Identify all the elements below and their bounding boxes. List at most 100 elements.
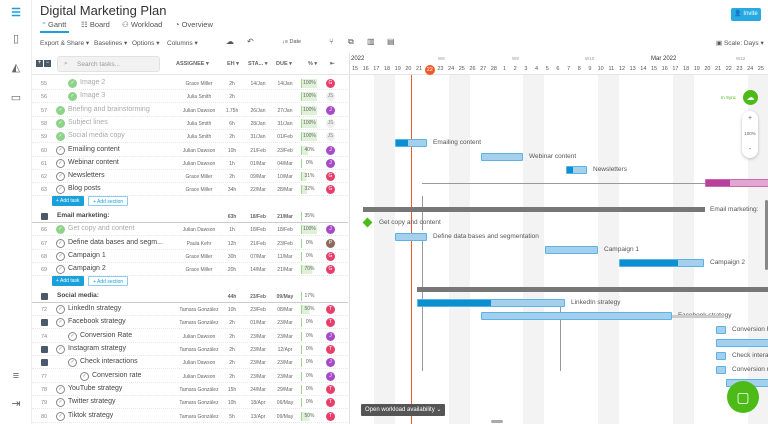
progress-percent[interactable]: 100% (301, 225, 317, 235)
table-row[interactable]: 78 ✓ YouTube strategy Tamara González 15… (32, 383, 348, 396)
due-date[interactable]: 10/Mar (277, 174, 293, 181)
chat-icon[interactable]: ▢ (727, 381, 759, 413)
progress-percent[interactable]: 0% (301, 345, 317, 354)
progress-percent[interactable]: 0% (301, 318, 317, 328)
document-icon[interactable]: ▯ (12, 33, 20, 45)
task-name[interactable]: Twitter strategy (68, 398, 116, 406)
start-date[interactable]: 13/Apr (250, 413, 266, 420)
avatar[interactable]: JS (326, 92, 335, 102)
estimated-hours[interactable]: 2h (229, 373, 235, 380)
complete-checkbox[interactable]: ✓ (80, 371, 89, 381)
assignee[interactable]: Tamara González (179, 386, 219, 393)
complete-checkbox[interactable]: ✓ (56, 384, 65, 394)
table-row[interactable]: 79 ✓ Twitter strategy Tamara González 10… (32, 396, 348, 410)
task-bar[interactable] (417, 299, 565, 307)
column-due[interactable]: DUE ▾ (276, 61, 292, 67)
start-date[interactable]: 21/Feb (250, 240, 266, 247)
task-bar[interactable] (545, 246, 598, 254)
complete-checkbox[interactable]: ✓ (56, 398, 65, 408)
task-name[interactable]: Image 2 (80, 79, 106, 86)
progress-percent[interactable]: 0% (301, 158, 317, 168)
assignee[interactable]: Julian Dawson (182, 160, 216, 167)
assignee[interactable]: Julian Dawson (182, 360, 216, 367)
progress-percent[interactable]: 100% (301, 118, 317, 128)
start-date[interactable]: 18/Feb (250, 227, 266, 234)
column-assignee[interactable]: ASSIGNEE ▾ (176, 61, 209, 67)
progress-percent[interactable]: 100% (301, 92, 317, 102)
task-name[interactable]: Subject lines (68, 118, 108, 126)
progress-percent[interactable]: 32% (301, 185, 317, 195)
table-row[interactable]: ✓ Facebook strategy Tamara González 2h 0… (32, 316, 348, 330)
estimated-hours[interactable]: 1.75h (225, 107, 239, 114)
due-date[interactable]: 23/Mar (277, 333, 293, 340)
task-name[interactable]: Check interactions (80, 358, 138, 366)
task-name[interactable]: YouTube strategy (68, 384, 123, 392)
collapse-all-button[interactable]: − (44, 60, 51, 67)
estimated-hours[interactable]: 30h (227, 253, 237, 260)
contacts-icon[interactable]: ▭ (10, 92, 22, 104)
complete-checkbox[interactable]: ✓ (68, 92, 77, 102)
section-row[interactable]: Social media: 44h 23/Feb 09/May 17% (32, 290, 348, 303)
complete-checkbox[interactable]: ✓ (56, 318, 65, 328)
due-date[interactable]: 27/Jan (277, 107, 293, 114)
table-row[interactable]: 57 ✓ Briefing and brainstorming Julian D… (32, 104, 348, 117)
estimated-hours[interactable]: 10h (227, 147, 237, 154)
table-row[interactable]: 59 ✓ Social media copy Julia Smith 2h 31… (32, 130, 348, 144)
table-row[interactable]: 60 ✓ Emailing content Julian Dawson 10h … (32, 144, 348, 157)
tab-board[interactable]: ☷ Board (81, 20, 110, 29)
start-date[interactable]: 07/Mar (250, 253, 266, 260)
complete-checkbox[interactable]: ✓ (56, 345, 65, 354)
complete-checkbox[interactable]: ✓ (56, 145, 65, 155)
complete-checkbox[interactable]: ✓ (56, 411, 65, 421)
estimated-hours[interactable]: 1h (229, 160, 235, 167)
due-date[interactable]: 08/Mar (277, 307, 293, 314)
avatar[interactable]: JS (326, 118, 335, 128)
estimated-hours[interactable]: 20h (227, 267, 237, 274)
assignee[interactable]: Grace Miller (185, 81, 213, 87)
calendar-icon[interactable]: ▤ (387, 37, 395, 46)
column-percent[interactable]: % ▾ (308, 61, 318, 67)
estimated-hours[interactable]: 2h (229, 360, 235, 367)
assignee[interactable]: Grace Miller (185, 187, 213, 194)
task-name[interactable]: Campaign 2 (68, 265, 106, 273)
due-date[interactable]: 23/Mar (277, 360, 293, 367)
estimated-hours[interactable]: 10h (227, 307, 237, 314)
start-date[interactable]: 14/Jan (250, 81, 266, 87)
task-name[interactable]: Webinar content (68, 158, 119, 166)
start-date[interactable]: 23/Feb (250, 307, 266, 314)
horizontal-scrollbar[interactable] (491, 420, 503, 423)
sort-date-button[interactable]: ↓≡ Date (282, 39, 302, 45)
avatar[interactable]: T (326, 345, 335, 354)
progress-percent[interactable]: 50% (301, 305, 317, 315)
due-date[interactable]: 23/Mar (277, 373, 293, 380)
start-date[interactable]: 24/Mar (250, 386, 266, 393)
progress-percent[interactable]: 100% (301, 105, 317, 115)
task-name[interactable]: Briefing and brainstorming (68, 105, 150, 113)
logout-icon[interactable]: ⇥ (11, 398, 21, 410)
progress-percent[interactable]: 100% (301, 132, 317, 142)
section-row[interactable]: Email marketing: 63h 18/Feb 21/Mar 35% (32, 210, 348, 223)
table-row[interactable]: ✓ Check interactions Julian Dawson 2h 23… (32, 356, 348, 370)
avatar[interactable]: T (326, 318, 335, 328)
complete-checkbox[interactable]: ✓ (68, 79, 77, 88)
due-date[interactable]: 23/Feb (277, 147, 293, 154)
progress-percent[interactable]: 50% (301, 411, 317, 421)
avatar[interactable]: J (326, 225, 335, 235)
task-bar[interactable] (395, 139, 427, 147)
avatar[interactable]: G (326, 251, 335, 261)
task-bar[interactable] (716, 339, 768, 347)
estimated-hours[interactable]: 2h (229, 134, 235, 141)
tab-gantt[interactable]: ⁼ Gantt (42, 20, 67, 29)
tab-overview[interactable]: ◔ Overview (175, 20, 213, 29)
task-name[interactable]: Facebook strategy (68, 318, 126, 326)
collapse-task-icon[interactable] (41, 346, 48, 353)
table-row[interactable]: 62 ✓ Newsletters Grace Miller 2h 09/Mar … (32, 170, 348, 184)
column-eh[interactable]: EH ▾ (227, 61, 239, 67)
task-name[interactable]: Tiktok strategy (68, 411, 114, 419)
table-row[interactable]: 61 ✓ Webinar content Julian Dawson 1h 01… (32, 157, 348, 170)
due-date[interactable]: 18/Feb (277, 227, 293, 234)
assignee[interactable]: Julian Dawson (182, 107, 216, 114)
task-name[interactable]: Blog posts (68, 185, 101, 193)
assignee[interactable]: Tamara González (179, 347, 219, 353)
due-date[interactable]: 12/Apr (277, 347, 293, 353)
